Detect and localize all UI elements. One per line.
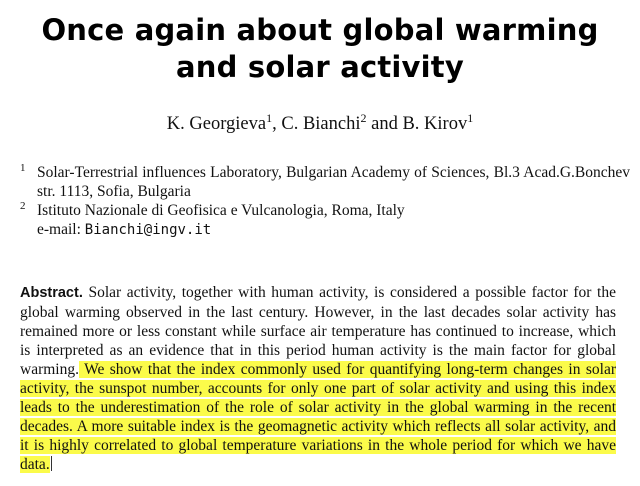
paper-title: Once again about global warming and sola… xyxy=(0,12,640,86)
affiliation-text: Solar-Terrestrial influences Laboratory,… xyxy=(37,164,630,200)
affiliation-number: 1 xyxy=(20,162,26,174)
email-address[interactable]: Bianchi@ingv.it xyxy=(84,222,212,238)
title-line-2: and solar activity xyxy=(176,50,464,84)
affiliation-item: 1 Solar-Terrestrial influences Laborator… xyxy=(20,162,630,201)
author-name: C. Bianchi xyxy=(281,114,361,134)
author-affiliation-mark: 2 xyxy=(360,110,367,125)
affiliation-text: Istituto Nazionale di Geofisica e Vulcan… xyxy=(37,202,405,219)
author-affiliation-mark: 1 xyxy=(467,110,474,125)
email-label: e-mail: xyxy=(37,221,85,238)
affiliation-number: 2 xyxy=(20,200,26,212)
abstract-text: Solar activity, together with human acti… xyxy=(20,284,616,378)
author-separator: and xyxy=(366,114,403,134)
abstract-label: Abstract. xyxy=(20,285,83,301)
affiliation-item: 2 Istituto Nazionale di Geofisica e Vulc… xyxy=(20,200,630,220)
author-separator: , xyxy=(272,114,282,134)
title-line-1: Once again about global warming xyxy=(41,13,599,47)
email-line: e-mail: Bianchi@ingv.it xyxy=(20,220,630,240)
author-list: K. Georgieva1, C. Bianchi2 and B. Kirov1 xyxy=(0,110,640,135)
author-name: K. Georgieva xyxy=(166,114,267,134)
affiliation-list: 1 Solar-Terrestrial influences Laborator… xyxy=(20,162,630,240)
author-name: B. Kirov xyxy=(402,114,468,134)
highlighted-text[interactable]: We show that the index commonly used for… xyxy=(20,361,616,473)
author-affiliation-mark: 1 xyxy=(266,110,273,125)
text-cursor xyxy=(50,456,52,471)
abstract: Abstract. Solar activity, together with … xyxy=(20,283,616,474)
